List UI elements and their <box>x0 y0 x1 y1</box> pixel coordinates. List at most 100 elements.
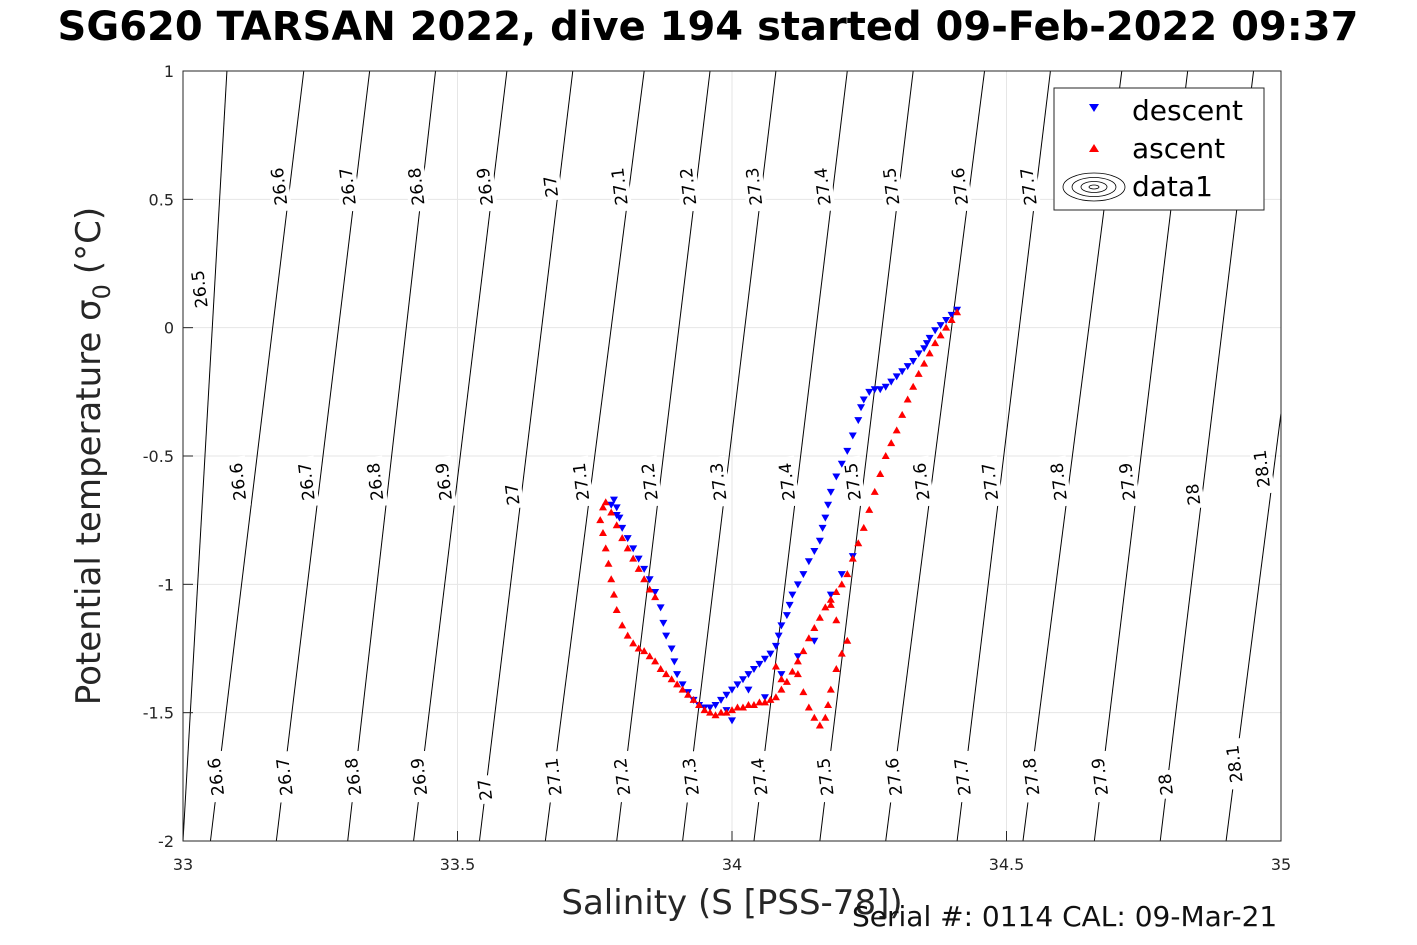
ascent-point <box>914 369 923 377</box>
density-contour-label-bg <box>1114 455 1141 508</box>
descent-point <box>717 696 726 704</box>
ascent-point <box>749 700 758 708</box>
ascent-point <box>832 588 841 596</box>
ascent-point <box>711 711 720 719</box>
ascent-point <box>953 308 962 316</box>
density-contour-label: 26.8 <box>403 160 430 213</box>
density-contour-label-text: 26.7 <box>295 462 319 502</box>
density-contour-label-text: 26.6 <box>227 462 251 502</box>
chart-title: SG620 TARSAN 2022, dive 194 started 09-F… <box>57 4 1359 50</box>
density-contour-label-text: 28 <box>1155 772 1177 796</box>
density-contour-label-bg <box>908 455 935 508</box>
density-contour-label: 27.5 <box>878 160 904 213</box>
ascent-point <box>870 487 879 495</box>
density-contour-label-text: 27.6 <box>910 462 934 502</box>
descent-point <box>909 358 918 366</box>
descent-point <box>837 571 846 579</box>
density-contour-label-text: 26.7 <box>273 757 297 797</box>
density-contour-label-bg <box>881 750 907 803</box>
density-contour-label-text: 27.4 <box>748 757 772 797</box>
density-contour-label-text: 27.2 <box>611 757 635 797</box>
legend-data1-contour-icon <box>1062 172 1126 202</box>
density-contour-label: 27.4 <box>746 750 773 803</box>
descent-point <box>673 671 682 679</box>
descent-point <box>744 671 753 679</box>
ascent-point <box>804 703 813 711</box>
density-contour-label-text: 27 <box>541 174 563 198</box>
density-contour-label-text: 27.2 <box>638 462 662 502</box>
density-contour-label: 26.8 <box>340 750 367 803</box>
legend-descent-marker <box>1089 104 1099 112</box>
ascent-point <box>612 606 621 613</box>
density-contour-label-text: 26.7 <box>336 166 360 206</box>
descent-point <box>826 591 835 599</box>
ascent-point <box>788 667 797 675</box>
ascent-point <box>815 613 824 621</box>
descent-point <box>645 576 654 584</box>
ascent-point <box>673 680 682 688</box>
ascent-point <box>824 700 833 708</box>
legend: descent ascent data1 <box>1053 87 1265 211</box>
density-contour-label-text: 26.6 <box>205 757 229 797</box>
density-contour-label-bg <box>293 455 320 508</box>
density-contour-label-text: 28.1 <box>1251 449 1275 489</box>
legend-ascent-marker <box>1089 144 1099 152</box>
ascent-point <box>876 469 885 477</box>
y-tick-label: 1 <box>164 62 174 81</box>
legend-box <box>1053 87 1265 211</box>
density-contour-label-text: 27.1 <box>542 757 566 797</box>
density-contour-label: 26.5 <box>186 263 213 316</box>
ascent-point <box>645 652 654 660</box>
legend-descent-label: descent <box>1132 94 1243 127</box>
density-contour-label-bg <box>540 750 567 803</box>
density-contour-label: 27.1 <box>540 750 567 803</box>
density-contour-label-bg <box>746 750 773 803</box>
y-axis-ticks: -2 -1.5 -1 -0.5 0 0.5 1 <box>143 62 193 851</box>
density-contour-label-text: 27.2 <box>677 166 701 206</box>
ascent-point <box>854 539 863 547</box>
ascent-point <box>651 657 660 665</box>
descent-point <box>925 334 934 342</box>
density-contour-label: 27.3 <box>705 455 731 508</box>
density-contour-label-text: 26.8 <box>364 462 388 502</box>
ascent-point <box>609 590 618 598</box>
ascent-point <box>634 564 643 572</box>
density-contour-label-bg <box>473 774 497 805</box>
descent-point <box>854 417 863 425</box>
descent-point <box>629 545 638 553</box>
ascent-point <box>695 700 704 708</box>
density-contour-label-bg <box>472 160 498 213</box>
legend-ascent-label: ascent <box>1132 132 1225 165</box>
density-contour-label: 27.4 <box>773 455 800 508</box>
ascent-point <box>909 382 918 390</box>
x-tick-label: 35 <box>1271 855 1291 874</box>
ascent-point <box>717 708 726 716</box>
ascent-point <box>771 662 780 670</box>
density-contour-label: 27.1 <box>568 455 594 508</box>
density-contour-label-bg <box>430 455 457 508</box>
density-contour-label-text: 27.3 <box>743 166 767 206</box>
x-axis-ticks: 33 33.5 34 34.5 35 <box>173 831 1291 874</box>
density-contour-label-text: 27.9 <box>1089 757 1113 797</box>
density-contour-label-bg <box>203 750 229 803</box>
density-contour-label-text: 27.6 <box>883 757 907 797</box>
descent-point <box>651 589 660 597</box>
descent-point <box>662 632 671 640</box>
descent-point <box>859 396 868 404</box>
ascent-point <box>837 649 846 657</box>
ascent-point <box>832 616 841 624</box>
ascent-point <box>777 675 786 683</box>
descent-point <box>609 496 618 504</box>
density-contour-label-text: 27.4 <box>811 166 835 206</box>
density-contour-label: 28.1 <box>1248 442 1275 495</box>
density-contour-label-text: 26.5 <box>188 269 212 309</box>
descent-point <box>810 547 819 555</box>
density-contour-label-bg <box>500 479 525 510</box>
density-contour-label-bg <box>741 160 767 213</box>
ascent-point <box>881 452 890 459</box>
density-contour-label-bg <box>340 750 367 803</box>
density-contour-label-text: 27 <box>502 482 524 506</box>
ascent-point <box>601 544 610 552</box>
descent-point <box>942 316 951 324</box>
